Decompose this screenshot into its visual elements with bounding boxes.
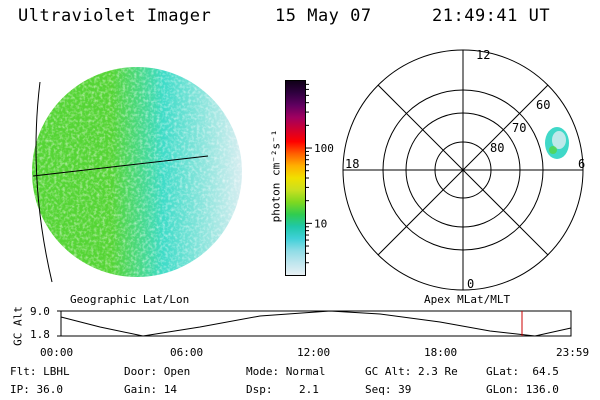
info-ip: IP: 36.0 [10,383,63,396]
mlt-label-0: 0 [467,277,474,291]
info-seq: Seq: 39 [365,383,412,396]
xtick-1200: 12:00 [297,346,331,359]
timeline-frame [60,310,572,337]
timeline-ylabel: GC Alt [11,306,25,346]
colorbar-tick-label: 100 [314,142,334,155]
polar-spoke [462,84,549,171]
xtick-1800: 18:00 [424,346,458,359]
xtick-2359: 23:59 [556,346,590,359]
instrument-title: Ultraviolet Imager [18,6,212,26]
colorbar [285,80,306,276]
polar-spoke [377,84,464,171]
altitude-curve [60,310,572,337]
lat-label-80: 80 [490,141,504,155]
info-dsp: Dsp: 2.1 [246,383,319,396]
time-label: 21:49:41 UT [432,6,551,26]
info-gain: Gain: 14 [124,383,177,396]
globe-meridian [35,81,53,283]
polar-spoke [377,169,464,256]
ytick-top: 9.0 [30,305,50,318]
mlt-label-12: 12 [476,48,490,62]
polar-spoke [462,169,549,256]
info-mode: Mode: Normal [246,365,326,378]
colorbar-tick-label: 10 [314,217,327,230]
info-flt: Flt: LBHL [10,365,70,378]
globe-caption: Geographic Lat/Lon [70,293,190,306]
info-door: Door: Open [124,365,191,378]
polar-caption: Apex MLat/MLT [424,293,511,306]
aurora-patch [545,127,569,159]
lat-label-60: 60 [536,98,550,112]
globe-parallel [32,155,209,177]
xtick-0600: 06:00 [170,346,204,359]
mlt-label-18: 18 [345,157,359,171]
ytick-bottom: 1.8 [30,328,50,341]
lat-label-70: 70 [512,121,526,135]
info-glon: GLon: 136.0 [486,383,559,396]
info-gc-alt: GC Alt: 2.3 Re [365,365,458,378]
xtick-0000: 00:00 [40,346,74,359]
info-glat: GLat: 64.5 [486,365,559,378]
date-label: 15 May 07 [275,6,372,26]
mlt-label-6: 6 [578,157,585,171]
